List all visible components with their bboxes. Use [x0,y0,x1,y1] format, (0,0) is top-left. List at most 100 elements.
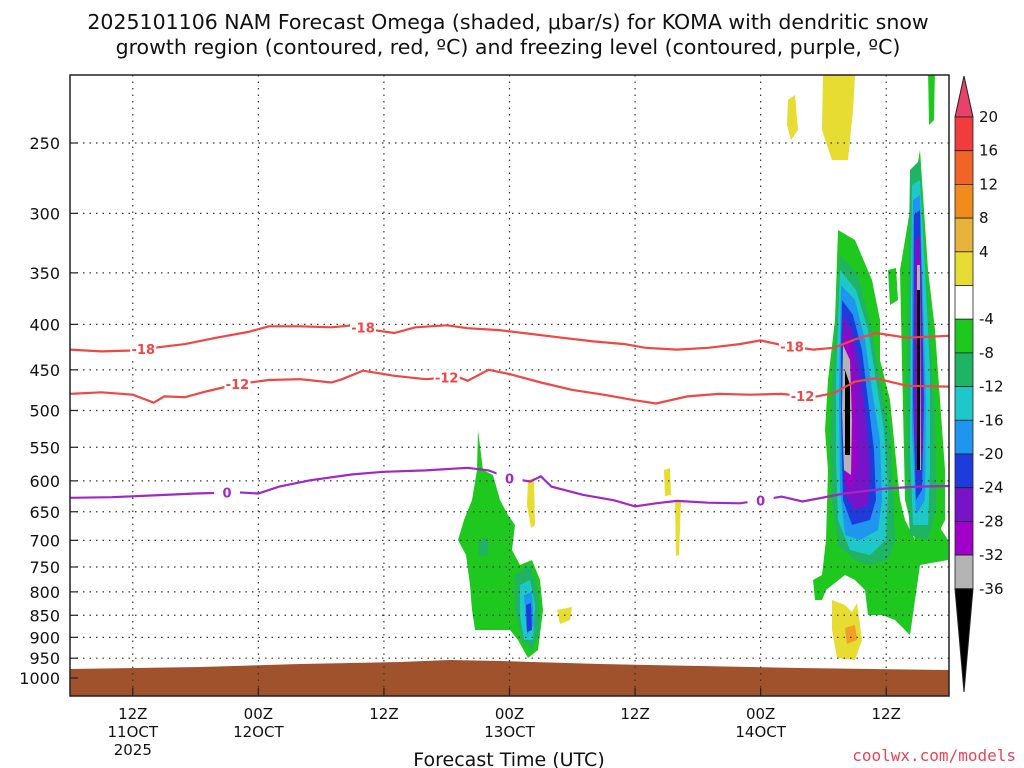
colorbar-label: -28 [979,512,1004,530]
contour-label-bg [224,376,251,392]
colorbar-label: -4 [979,310,994,328]
contour-label-bg [350,319,376,335]
y-tick-label: 1000 [19,669,60,688]
contour-line-1 [70,368,949,405]
y-axis-labels: 250 300 350 400 450 500 550 600 650 700 750 800 850 9… [19,134,78,688]
colorbar-segment [954,352,974,387]
colorbar-label: 16 [979,142,998,160]
omega-positive-patch [664,468,671,496]
colorbar-label: -8 [979,344,994,362]
y-tick-label: 950 [29,649,60,668]
colorbar-bottom-arrow [954,588,974,693]
contour-label: 0 [222,487,231,502]
omega-negative-patch [917,290,920,470]
colorbar-segment [954,487,974,522]
colorbar-label: -36 [979,580,1004,598]
y-tick-label: 350 [29,264,60,283]
colorbar-label: 8 [979,209,989,227]
colorbar: 20 16 12 8 4 -4 -8 -12 -16 -20 -24 -28 -32 -36 [954,75,1004,693]
contour-label-bg [779,338,806,354]
omega-positive-patch [527,478,535,528]
x-tick-label: 14OCT [735,723,786,741]
colorbar-segment [954,217,974,253]
contour-label-bg [433,369,460,385]
x-tick-label: 12OCT [233,723,284,741]
colorbar-label: -20 [979,445,1004,463]
colorbar-segment [954,183,974,219]
omega-negative-patch [478,538,488,556]
grid-lines [70,75,949,696]
contour-label: -18 [780,341,804,356]
colorbar-label: -16 [979,411,1004,429]
colorbar-label: 20 [979,108,998,126]
contour-label: 0 [505,472,514,487]
y-tick-label: 450 [29,361,60,380]
contour-label: -12 [435,371,459,386]
y-tick-label: 400 [29,315,60,334]
plot-area: -18-18-18-12-12-120000 [70,75,949,696]
omega-shading [458,75,948,660]
contour-label: -12 [791,390,815,405]
colorbar-segment [954,521,974,556]
x-tick-label: 13OCT [484,723,535,741]
omega-negative-patch [888,268,898,305]
chart-title-line-2: growth region (contoured, red, ºC) and f… [116,35,901,59]
colorbar-segment [954,386,974,421]
x-tick-label: 00Z [244,705,273,723]
y-tick-label: 600 [29,472,60,491]
contour-label: -18 [351,322,375,337]
contour-label-bg [496,470,523,486]
contour-label: -18 [132,343,156,358]
colorbar-segment [954,554,974,590]
contour-lines: -18-18-18-12-12-120000 [70,319,949,509]
omega-negative-patch [845,370,850,455]
contour-label-bg [213,484,240,500]
colorbar-segment [954,251,974,286]
y-tick-label: 250 [29,134,60,153]
y-tick-label: 650 [29,503,60,522]
colorbar-segment [954,285,974,320]
y-tick-label: 900 [29,628,60,647]
y-tick-label: 300 [29,204,60,223]
x-axis-title: Forecast Time (UTC) [413,749,604,768]
colorbar-label: -24 [979,479,1004,497]
x-tick-label: 12Z [118,705,147,723]
credit-text: coolwx.com/models [852,746,1016,765]
y-tick-label: 700 [29,531,60,550]
ground-terrain [70,660,949,696]
omega-positive-patch [787,95,798,140]
colorbar-label: -12 [979,378,1004,396]
colorbar-label: 12 [979,175,998,193]
omega-positive-patch [822,75,855,160]
x-tick-label: 00Z [746,705,775,723]
omega-negative-patch [526,603,532,632]
colorbar-segment [954,116,974,152]
y-tick-label: 500 [29,402,60,421]
x-tick-label: 12Z [872,705,901,723]
y-tick-label: 850 [29,606,60,625]
contour-label-bg [747,492,774,508]
chart-title-line-1: 2025101106 NAM Forecast Omega (shaded, μ… [87,10,928,34]
contour-label: 0 [756,494,765,509]
y-tick-label: 800 [29,583,60,602]
colorbar-segment [954,419,974,455]
x-tick-label: 00Z [495,705,524,723]
contour-label-bg [130,341,157,357]
colorbar-label: 4 [979,243,989,261]
colorbar-top-arrow [954,75,974,118]
x-tick-label: 12Z [369,705,398,723]
colorbar-segment [954,150,974,185]
contour-label-bg [789,388,816,404]
contour-label: -12 [226,378,250,393]
contour-line-2 [70,466,949,508]
omega-positive-patch [845,625,857,644]
y-tick-label: 750 [29,558,60,577]
colorbar-label: -32 [979,546,1004,564]
x-tick-label: 11OCT [108,723,159,741]
colorbar-segment [954,453,974,489]
omega-positive-patch [675,500,681,556]
colorbar-segment [954,318,974,354]
y-tick-label: 550 [29,438,60,457]
